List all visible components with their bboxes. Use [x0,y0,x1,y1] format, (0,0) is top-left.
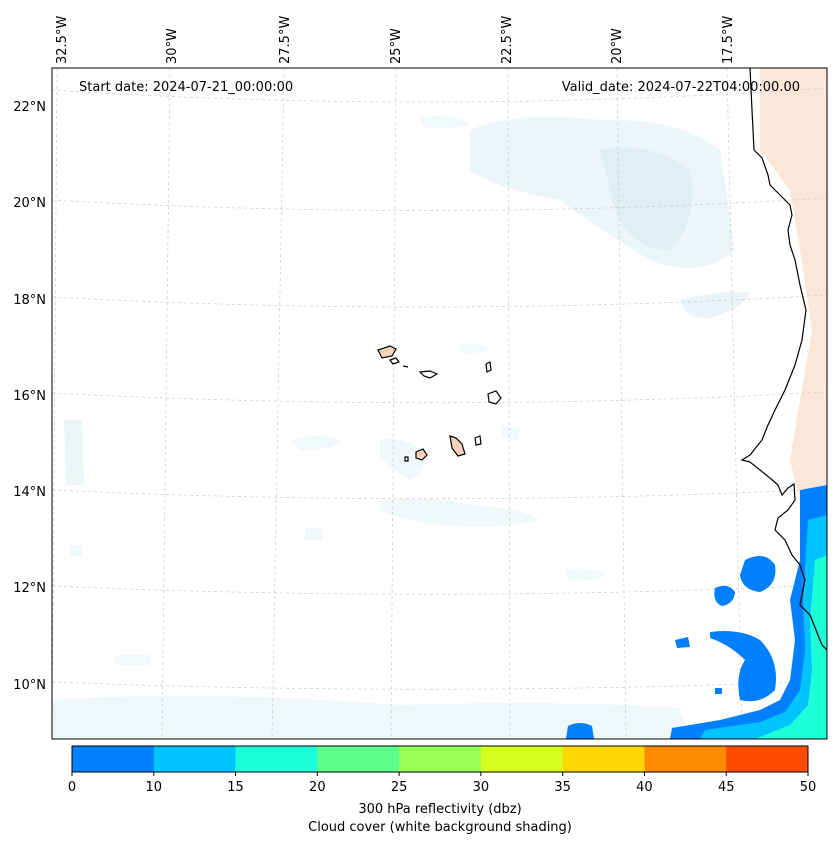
island-brava [404,456,409,462]
cape-verde-islands [377,345,502,462]
colorbar-tick-label: 50 [800,780,817,795]
colorbar-tick-label: 45 [718,780,735,795]
colorbar-swatch-7 [644,746,727,772]
colorbar-tick-label: 25 [391,780,408,795]
colorbar-swatch-6 [562,746,645,772]
lat-label-12n: 12°N [13,581,46,596]
colorbar-tick-label: 15 [227,780,244,795]
colorbar-tick-label: 20 [309,780,326,795]
colorbar-swatch-2 [235,746,318,772]
lon-label-25w: 25°W [389,28,404,64]
start-date-label: Start date: 2024-07-21_00:00:00 [79,80,293,95]
colorbar-swatch-8 [726,746,809,772]
colorbar-sublabel: Cloud cover (white background shading) [308,820,572,835]
lat-label-14n: 14°N [13,485,46,500]
colorbar-swatch-4 [399,746,482,772]
colorbar-tick-label: 10 [146,780,163,795]
coastline [740,68,827,651]
latitude-labels: 22°N 20°N 18°N 16°N 14°N 12°N 10°N [13,100,46,693]
island-santa-luzia [402,365,409,368]
lon-label-27-5w: 27.5°W [278,16,293,64]
island-sao-vicente [389,357,400,365]
colorbar-tick-label: 30 [473,780,490,795]
lat-label-16n: 16°N [13,389,46,404]
island-boa-vista [487,390,502,405]
map-frame [51,67,828,740]
colorbar-swatch-1 [153,746,237,772]
island-maio [474,435,482,446]
island-fogo [415,448,428,461]
colorbar-label: 300 hPa reflectivity (dbz) [358,802,521,817]
lat-label-18n: 18°N [13,293,46,308]
lon-label-32-5w: 32.5°W [55,16,70,64]
colorbar-frame [71,745,809,773]
reflectivity-field [566,485,827,739]
island-sal [485,361,492,373]
lon-label-22-5w: 22.5°W [500,16,515,64]
lat-label-10n: 10°N [13,678,46,693]
colorbar: 0 10 15 20 25 30 35 40 45 50 300 hPa reflectivity… [68,745,816,835]
island-sao-nicolau [418,370,439,379]
lat-label-22n: 22°N [13,100,46,115]
colorbar-swatch-0 [72,746,155,772]
lat-label-20n: 20°N [13,196,46,211]
colorbar-tick-label: 35 [554,780,571,795]
colorbar-tick-label: 0 [68,780,76,795]
colorbar-swatch-5 [480,746,564,772]
colorbar-swatches [72,746,809,772]
cloud-cover-shading [52,116,750,739]
island-santiago [449,435,466,457]
valid-date-label: Valid_date: 2024-07-22T04:00:00.00 [562,80,800,95]
colorbar-ticks: 0 10 15 20 25 30 35 40 45 50 [68,772,816,795]
lon-label-30w: 30°W [165,28,180,64]
lon-label-20w: 20°W [610,28,625,64]
land-shading [760,68,827,520]
lon-label-17-5w: 17.5°W [721,16,736,64]
colorbar-tick-label: 40 [636,780,653,795]
island-santo-antao [377,345,397,359]
map-area: Start date: 2024-07-21_00:00:00 Valid_da… [52,68,827,739]
gridlines [52,68,827,739]
longitude-labels: 32.5°W 30°W 27.5°W 25°W 22.5°W 20°W 17.5… [55,16,736,64]
colorbar-swatch-3 [317,746,400,772]
